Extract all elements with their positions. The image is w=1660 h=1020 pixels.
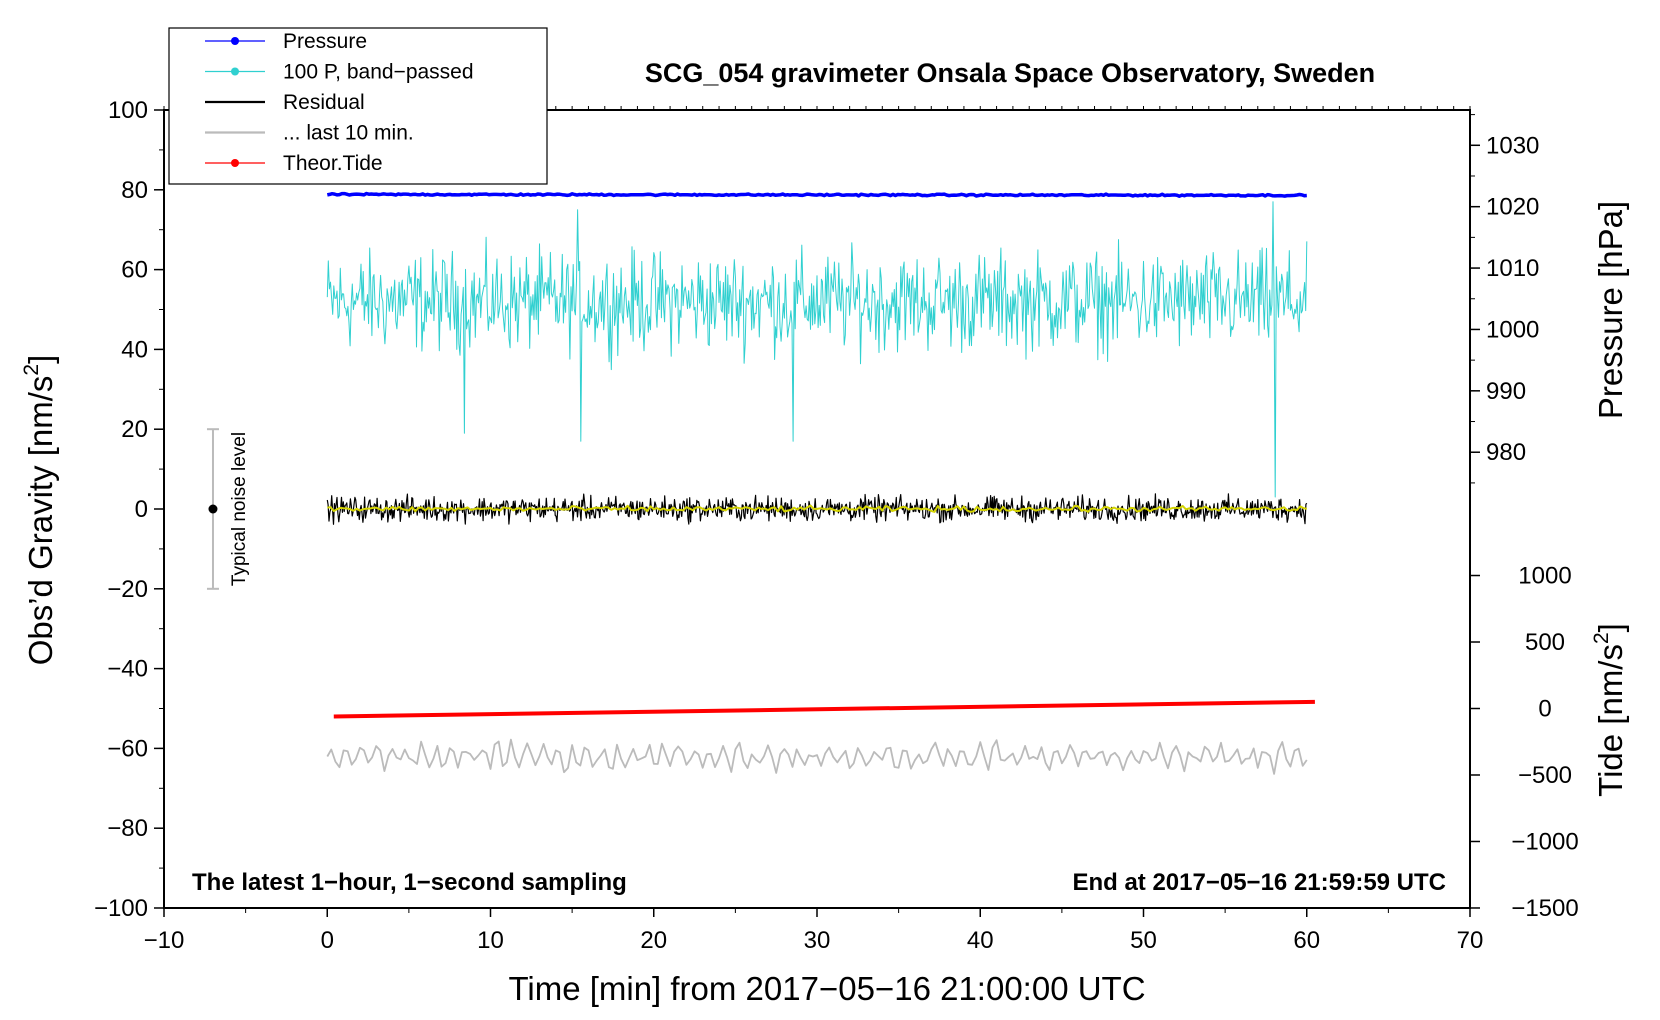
annotation-end-time: End at 2017−05−16 21:59:59 UTC [1072,869,1446,896]
x-tick-label: −10 [144,927,185,954]
y-axis-left-title: Obs’d Gravity [nm/s2] [20,355,59,666]
x-tick-label: 30 [804,927,831,954]
tide-tick-label: −1000 [1511,828,1578,855]
tide-tick-label: −500 [1518,762,1572,789]
legend-swatch-marker [231,159,239,167]
noise-bar: Typical noise level [206,428,250,590]
tide-tick-label: 500 [1525,629,1565,656]
pressure-tick-label: 990 [1486,378,1526,405]
legend-label: Theor.Tide [283,152,383,175]
noise-bar-center-dot [208,504,218,514]
pressure-tick-label: 980 [1486,439,1526,466]
pressure-tick-label: 1030 [1486,132,1539,159]
tide-tick-label: 0 [1538,696,1551,723]
y-axis-left-title-sup: 2 [20,364,43,376]
series-residual-line [326,493,1308,525]
y-axis-left-title-close: ] [22,355,59,364]
y-tick-label: 100 [108,97,148,124]
x-tick-label: 70 [1457,927,1484,954]
series-smoothed-residual-line [327,504,1308,513]
tide-tick-label: −1500 [1511,895,1578,922]
y-axis-left-title-text: Obs’d Gravity [nm/s [22,376,59,666]
x-tick-label: 60 [1293,927,1320,954]
legend-box [168,27,548,185]
y-axis-tide-title-sup: 2 [1590,632,1613,644]
y-axis-tide: 1000 500 0 −500 −1000 −1500 [1470,563,1579,922]
y-axis-tide-title: Tide [nm/s2] [1590,623,1629,797]
x-tick-label: 50 [1130,927,1157,954]
legend-label: Residual [283,91,365,114]
x-tick-label: 40 [967,927,994,954]
annotation-sampling: The latest 1−hour, 1−second sampling [192,869,627,896]
y-axis-pressure: 1030 1020 1010 1000 990 980 [1470,114,1539,484]
y-tick-label: 80 [121,177,148,204]
x-tick-label: 20 [640,927,667,954]
legend: Pressure 100 P, band−passed Residual ... la… [168,27,548,185]
y-tick-label: −80 [107,815,148,842]
legend-label: Pressure [283,30,367,53]
y-tick-label: 60 [121,257,148,284]
y-tick-label: −40 [107,656,148,683]
y-axis-tide-title-text: Tide [nm/s [1592,644,1629,797]
tide-tick-label: 1000 [1518,563,1571,590]
chart-title: SCG_054 gravimeter Onsala Space Observat… [645,58,1375,88]
legend-swatch-marker [231,37,239,45]
x-axis: −10 0 10 20 30 40 50 60 70 [144,106,1484,954]
y-tick-label: 20 [121,416,148,443]
y-axis-pressure-title: Pressure [hPa] [1592,201,1629,419]
y-tick-label: −100 [94,895,148,922]
pressure-tick-label: 1000 [1486,316,1539,343]
x-tick-label: 10 [477,927,504,954]
series-last10min-line [326,738,1308,775]
y-tick-label: 40 [121,336,148,363]
series-bandpassed-pressure-line [326,201,1308,498]
pressure-tick-label: 1010 [1486,255,1539,282]
y-tick-label: −60 [107,735,148,762]
y-axis-left: 100 80 60 40 20 0 −20 −40 −60 −80 −100 [94,97,164,922]
y-axis-tide-title-close: ] [1592,623,1629,632]
x-axis-title: Time [min] from 2017−05−16 21:00:00 UTC [508,970,1145,1007]
pressure-tick-label: 1020 [1486,194,1539,221]
series-theoretical-tide-line [333,699,1315,719]
legend-label: ... last 10 min. [283,122,414,145]
y-tick-label: −20 [107,576,148,603]
series-layer [326,191,1315,775]
series-pressure-line [326,191,1307,198]
y-tick-label: 0 [135,496,148,523]
x-tick-label: 0 [321,927,334,954]
noise-bar-label: Typical noise level [229,432,250,586]
legend-label: 100 P, band−passed [283,61,474,84]
legend-swatch-marker [231,67,239,76]
